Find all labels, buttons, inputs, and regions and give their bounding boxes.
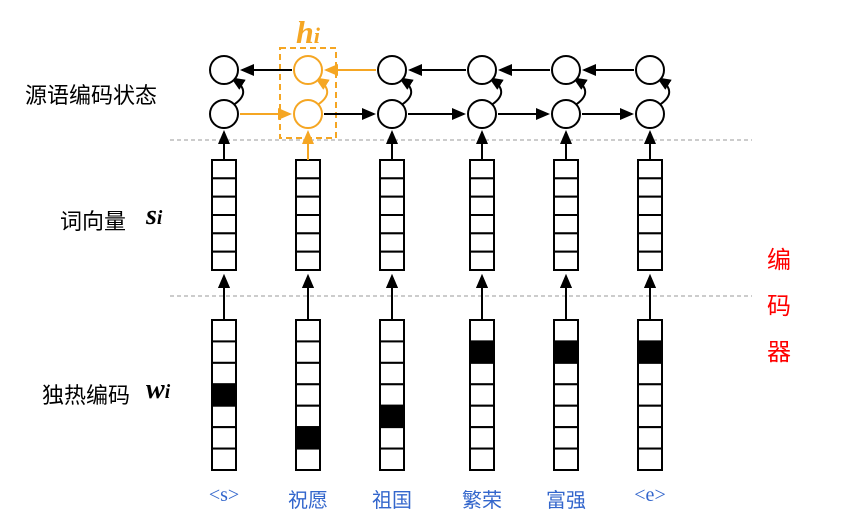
word-label: <e> [620,484,680,507]
word-label: 繁荣 [452,484,512,513]
math-s: si [146,200,162,232]
word-label: 祝愿 [278,484,338,513]
label-encoded-states: 源语编码状态 [25,78,157,110]
math-w: wi [146,374,170,406]
label-word-embedding: 词向量 [60,204,126,236]
encoder-char: 编 [764,240,794,275]
word-label: 祖国 [362,484,422,513]
word-label: 富强 [536,484,596,513]
math-h: hi [296,14,320,51]
word-label: <s> [194,484,254,507]
label-onehot: 独热编码 [42,378,130,410]
encoder-char: 码 [764,286,794,321]
encoder-char: 器 [764,332,794,367]
